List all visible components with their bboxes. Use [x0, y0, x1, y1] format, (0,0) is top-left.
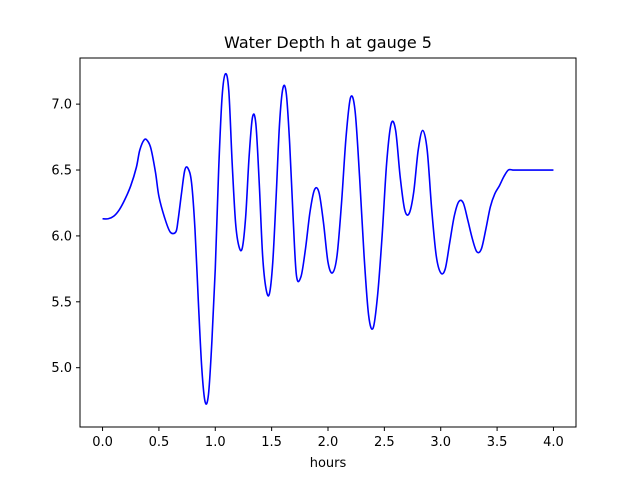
- x-tick-label: 2.0: [318, 435, 339, 450]
- y-tick-label: 5.5: [51, 295, 72, 310]
- y-tick-label: 7.0: [51, 98, 72, 113]
- x-axis-ticks: 0.0 0.5 1.0 1.5 2.0 2.5 3.0 3.5 4.0: [92, 427, 564, 450]
- x-tick-label: 0.0: [92, 435, 113, 450]
- x-tick-label: 1.0: [205, 435, 226, 450]
- plot-frame: [79, 57, 577, 428]
- y-tick-label: 6.0: [51, 229, 72, 244]
- series-layer: [102, 72, 554, 405]
- y-axis-ticks: 5.0 5.5 6.0 6.5 7.0: [51, 98, 80, 376]
- y-tick-label: 5.0: [51, 361, 72, 376]
- x-tick-label: 2.5: [374, 435, 395, 450]
- chart-title: Water Depth h at gauge 5: [224, 33, 432, 52]
- x-tick-label: 4.0: [543, 435, 564, 450]
- x-tick-label: 0.5: [149, 435, 170, 450]
- x-tick-label: 3.5: [487, 435, 508, 450]
- x-axis-label: hours: [310, 456, 347, 471]
- x-tick-label: 3.0: [430, 435, 451, 450]
- x-tick-label: 1.5: [261, 435, 282, 450]
- y-tick-label: 6.5: [51, 164, 72, 179]
- series-line: [102, 72, 554, 405]
